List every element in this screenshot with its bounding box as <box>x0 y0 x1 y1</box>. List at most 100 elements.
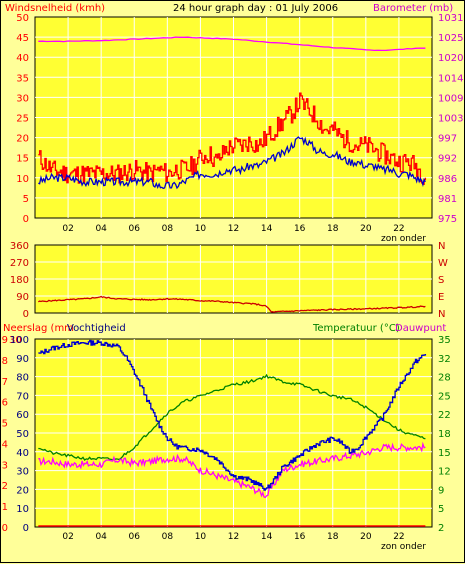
wind-tick: 40 <box>16 53 29 64</box>
rain-tick: 8 <box>2 356 8 367</box>
humidity-tick: 30 <box>16 467 29 478</box>
humidity-tick: 60 <box>16 410 29 421</box>
x-tick-label: 08 <box>162 532 174 542</box>
rain-temp-panel: Neerslag (mm Vochtigheid Temperatuur (°C… <box>2 323 451 552</box>
temperature-tick: 12 <box>438 467 451 478</box>
temp-grid <box>35 339 432 527</box>
temperature-tick: 28 <box>438 373 451 384</box>
wind-tick: 30 <box>16 93 29 104</box>
barometer-y-ticks: 975 981 986 992 997 1003 1009 1014 1020 1025 1031 <box>438 13 463 225</box>
barometer-tick: 997 <box>438 134 457 145</box>
wind-x-ticks: 02 04 06 08 10 12 14 16 18 20 22 <box>62 224 404 234</box>
sunset-label-top: zon onder <box>381 234 426 244</box>
temperature-tick: 9 <box>438 485 444 496</box>
x-tick-label: 12 <box>228 224 239 234</box>
x-tick-label: 06 <box>129 532 141 542</box>
x-tick-label: 04 <box>95 224 107 234</box>
wind-gust-line <box>38 92 427 186</box>
temp-x-ticks: 02 04 06 08 10 12 14 16 18 20 22 <box>62 532 404 542</box>
direction-tick: 180 <box>10 275 29 286</box>
direction-tick: 360 <box>10 241 29 252</box>
x-tick-label: 14 <box>261 224 273 234</box>
dewpoint-axis-label: Dauwpunt <box>395 323 446 334</box>
wind-tick: 35 <box>16 73 29 84</box>
humidity-tick: 40 <box>16 448 29 459</box>
wind-barometer-panel: Windsnelheid (kmh) 24 hour graph day : 0… <box>5 3 463 244</box>
humidity-tick: 100 <box>10 335 29 346</box>
x-tick-label: 22 <box>393 224 404 234</box>
barometer-tick: 1031 <box>438 13 463 24</box>
barometer-axis-label: Barometer (mb) <box>373 3 453 14</box>
wind-tick: 0 <box>23 214 29 225</box>
barometer-tick: 1020 <box>438 53 463 64</box>
wind-tick: 20 <box>16 134 29 145</box>
barometer-tick: 1014 <box>438 73 463 84</box>
x-tick-label: 20 <box>360 224 372 234</box>
temperature-axis-label: Temperatuur (°C) <box>312 323 400 334</box>
direction-line <box>37 295 426 314</box>
wind-axis-label: Windsnelheid (kmh) <box>5 3 105 14</box>
barometer-line <box>38 36 426 52</box>
graph-title: 24 hour graph day : 01 July 2006 <box>173 3 338 14</box>
x-tick-label: 18 <box>327 532 339 542</box>
x-tick-label: 10 <box>195 224 207 234</box>
compass-tick: W <box>438 258 448 269</box>
humidity-tick: 50 <box>16 429 29 440</box>
direction-series <box>37 295 426 314</box>
barometer-tick: 981 <box>438 194 457 205</box>
wind-tick: 10 <box>16 174 29 185</box>
temperature-tick: 2 <box>438 523 444 534</box>
rain-tick-top: 30 <box>9 335 22 346</box>
humidity-axis-label: Vochtigheid <box>67 323 126 334</box>
sunset-label-bottom: zon onder <box>381 542 426 552</box>
rain-tick: 3 <box>2 460 8 471</box>
rain-tick: 6 <box>2 398 8 409</box>
humidity-tick: 70 <box>16 391 29 402</box>
wind-tick: 15 <box>16 154 29 165</box>
wind-series <box>38 36 427 190</box>
wind-average-line <box>38 136 426 190</box>
wind-tick: 25 <box>16 114 29 125</box>
temperature-tick: 35 <box>438 335 451 346</box>
temperature-tick: 15 <box>438 448 451 459</box>
x-tick-label: 04 <box>95 532 107 542</box>
humidity-tick: 10 <box>16 504 29 515</box>
humidity-tick: 20 <box>16 485 29 496</box>
x-tick-label: 16 <box>294 532 306 542</box>
x-tick-label: 06 <box>129 224 141 234</box>
wind-tick: 45 <box>16 33 29 44</box>
compass-tick: E <box>438 292 444 303</box>
direction-tick: 270 <box>10 258 29 269</box>
temperature-line <box>38 373 426 461</box>
rain-tick: 0 <box>2 523 8 534</box>
barometer-tick: 1009 <box>438 93 463 104</box>
rain-tick: 7 <box>2 377 8 388</box>
humidity-tick: 80 <box>16 373 29 384</box>
x-tick-label: 18 <box>327 224 339 234</box>
barometer-tick: 1003 <box>438 114 463 125</box>
barometer-tick: 992 <box>438 154 457 165</box>
rain-tick: 2 <box>2 481 8 492</box>
barometer-tick: 1025 <box>438 33 463 44</box>
temperature-tick: 25 <box>438 391 451 402</box>
temp-series <box>38 339 427 527</box>
humidity-tick: 0 <box>23 523 29 534</box>
x-tick-label: 10 <box>195 532 207 542</box>
compass-tick: N <box>438 241 445 252</box>
humidity-line <box>38 339 427 491</box>
wind-tick: 50 <box>16 13 29 24</box>
x-tick-label: 02 <box>62 224 73 234</box>
rain-axis-label: Neerslag (mm <box>3 323 74 334</box>
temperature-tick: 5 <box>438 504 444 515</box>
rain-y-ticks: 0 1 2 3 4 5 6 7 8 9 30 <box>2 335 22 534</box>
barometer-tick: 975 <box>438 214 457 225</box>
direction-y-ticks: 0 90 180 270 360 <box>10 241 29 320</box>
temperature-tick: 32 <box>438 354 451 365</box>
rain-tick: 9 <box>2 335 8 346</box>
temperature-tick: 18 <box>438 429 451 440</box>
